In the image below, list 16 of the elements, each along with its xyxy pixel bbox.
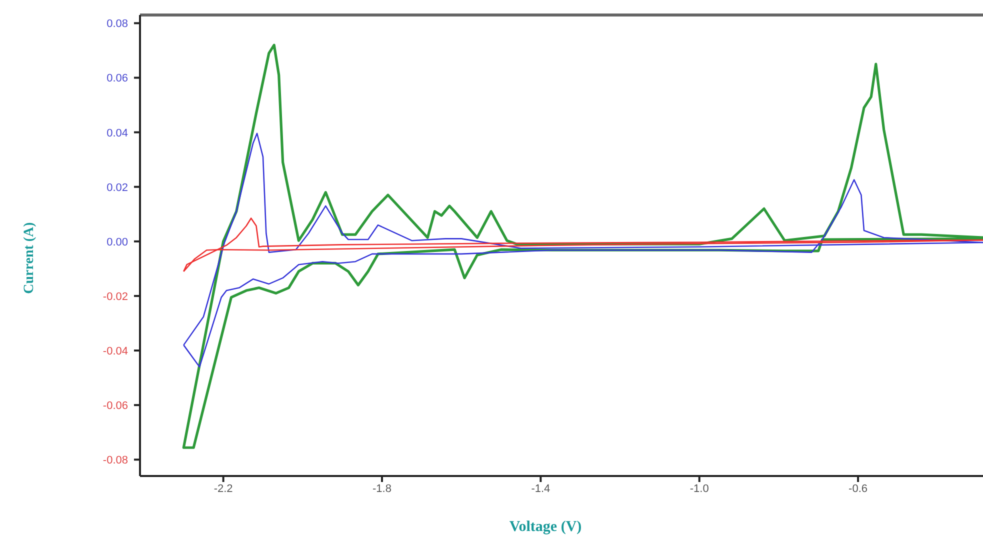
y-tick-label: 0.08 (106, 18, 128, 30)
x-tick-label: -0.6 (848, 482, 868, 495)
y-tick-label: -0.04 (102, 346, 128, 358)
y-tick-label: 0.00 (106, 236, 128, 248)
y-tick-label: 0.04 (106, 127, 128, 140)
y-tick-label: -0.06 (102, 400, 128, 412)
y-axis-title: Current (A) (22, 222, 38, 294)
x-tick-label: -1.4 (531, 482, 550, 495)
x-axis-title: Voltage (V) (508, 519, 583, 536)
x-tick-label: -2.2 (214, 482, 233, 495)
y-tick-label: -0.02 (102, 290, 128, 303)
y-tick-label: 0.06 (106, 72, 128, 85)
x-tick-label: -1.0 (690, 482, 709, 495)
y-tick-label: 0.02 (106, 182, 128, 194)
x-tick-label: -1.8 (372, 482, 392, 495)
y-tick-label: -0.08 (102, 454, 128, 467)
